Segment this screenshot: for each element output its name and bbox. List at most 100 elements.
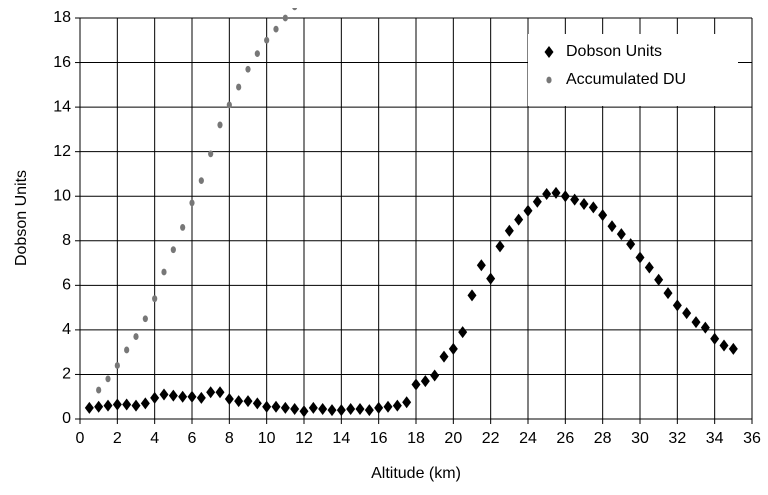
x-tick-label: 18	[407, 430, 425, 447]
point	[654, 273, 664, 286]
point	[178, 390, 188, 403]
point	[495, 240, 505, 253]
point	[579, 198, 589, 211]
point	[161, 268, 167, 276]
point	[402, 396, 412, 409]
point	[196, 391, 206, 404]
point	[346, 402, 356, 415]
point	[467, 289, 477, 302]
point	[355, 402, 365, 415]
y-tick-label: 6	[62, 277, 71, 294]
point	[616, 228, 626, 241]
point	[504, 224, 514, 237]
point	[264, 36, 270, 44]
legend-label: Accumulated DU	[566, 71, 686, 88]
point	[430, 369, 440, 382]
legend: Dobson Units Accumulated DU	[528, 34, 738, 106]
x-tick-label: 8	[225, 430, 234, 447]
point	[170, 246, 176, 254]
point	[439, 350, 449, 363]
x-tick-label: 22	[482, 430, 500, 447]
point	[236, 83, 242, 91]
point	[570, 193, 580, 206]
point	[292, 8, 298, 11]
point	[486, 272, 496, 285]
point	[532, 195, 542, 208]
y-tick-label: 8	[62, 232, 71, 249]
x-tick-label: 24	[519, 430, 537, 447]
point	[551, 186, 561, 199]
y-tick-label: 16	[53, 54, 71, 71]
point	[728, 342, 738, 355]
point	[94, 400, 104, 413]
point	[234, 395, 244, 408]
y-tick-label: 18	[53, 9, 71, 26]
legend-box	[528, 34, 738, 106]
point	[663, 287, 673, 300]
point	[150, 391, 160, 404]
point	[142, 315, 148, 323]
point	[187, 390, 197, 403]
point	[114, 362, 120, 369]
plot-area	[84, 8, 738, 418]
point	[588, 201, 598, 214]
x-tick-label: 30	[631, 430, 649, 447]
point	[124, 346, 130, 354]
point	[560, 190, 570, 203]
y-tick-label: 14	[53, 98, 71, 115]
point	[411, 378, 421, 391]
point	[122, 398, 132, 411]
point	[710, 332, 720, 345]
x-axis-label: Altitude (km)	[371, 465, 461, 482]
y-tick-label: 4	[62, 321, 71, 338]
point	[682, 307, 692, 320]
point	[282, 14, 288, 22]
point	[243, 395, 253, 408]
legend-label: Dobson Units	[566, 43, 662, 60]
x-tick-label: 6	[188, 430, 197, 447]
point	[96, 386, 102, 394]
point	[84, 401, 94, 414]
point	[273, 25, 279, 33]
point	[691, 316, 701, 329]
point	[598, 209, 608, 222]
point	[262, 400, 272, 413]
point	[189, 199, 195, 207]
x-tick-label: 28	[594, 430, 612, 447]
y-tick-label: 12	[53, 143, 71, 160]
point	[159, 388, 169, 401]
point	[420, 375, 430, 388]
point	[672, 299, 682, 312]
x-tick-label: 26	[556, 430, 574, 447]
point	[364, 404, 374, 417]
y-tick-label: 10	[53, 187, 71, 204]
x-tick-label: 34	[706, 430, 724, 447]
x-tick-label: 0	[76, 430, 85, 447]
point	[458, 326, 468, 339]
point	[245, 65, 251, 73]
x-tick-label: 14	[332, 430, 350, 447]
x-tick-label: 16	[370, 430, 388, 447]
point	[280, 401, 290, 414]
point	[180, 224, 186, 231]
point	[224, 392, 234, 405]
point	[215, 386, 225, 399]
x-tick-label: 20	[444, 430, 462, 447]
point	[392, 399, 402, 412]
point	[318, 402, 328, 415]
x-tick-label: 36	[743, 430, 761, 447]
point	[383, 400, 393, 413]
point	[206, 386, 216, 399]
point	[290, 402, 300, 415]
legend-marker	[544, 46, 554, 58]
legend-marker	[546, 76, 552, 84]
point	[198, 177, 204, 185]
point	[103, 399, 113, 412]
point	[208, 150, 214, 158]
point	[131, 399, 141, 412]
point	[105, 375, 111, 383]
point	[700, 321, 710, 334]
x-tick-label: 2	[113, 430, 122, 447]
point	[336, 404, 346, 417]
